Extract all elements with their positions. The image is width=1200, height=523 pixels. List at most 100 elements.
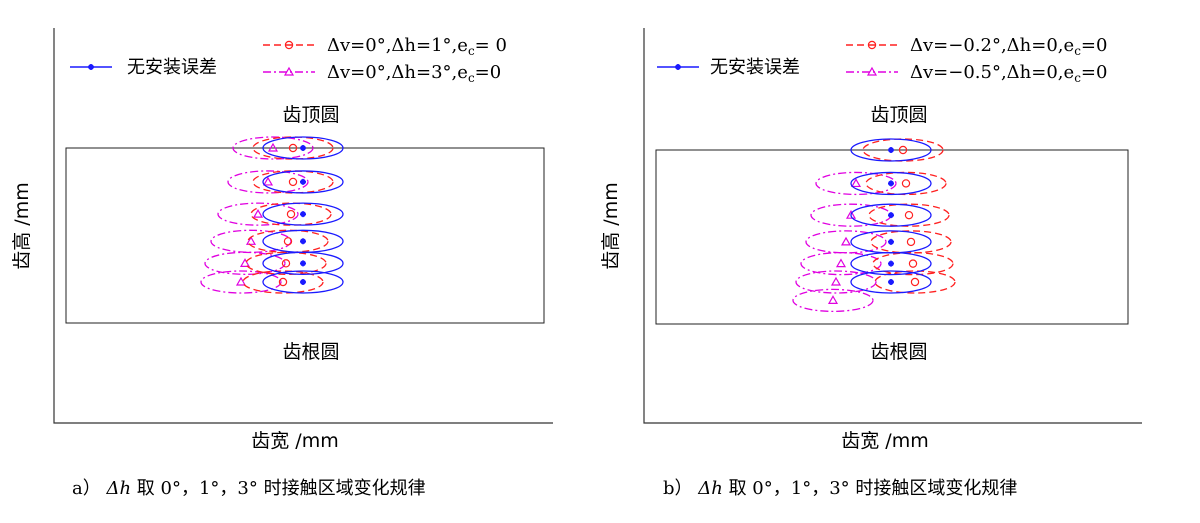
contact-point (235, 276, 247, 286)
contact-ellipse (232, 136, 314, 160)
tooth-outline-a (65, 147, 545, 324)
contact-ellipse (850, 171, 932, 196)
contact-point (262, 176, 274, 186)
contact-ellipse (868, 203, 950, 227)
contact-ellipse (252, 170, 334, 194)
contact-point (300, 260, 306, 267)
contact-ellipse (210, 229, 292, 253)
contact-point (281, 259, 291, 268)
contact-point (300, 178, 306, 185)
contact-point (827, 295, 839, 304)
contact-ellipse (800, 251, 882, 276)
contact-ellipse (247, 229, 329, 253)
contact-ellipse (792, 288, 874, 313)
contact-ellipse (262, 202, 344, 226)
series-b-2 (792, 171, 897, 313)
legend-entry-1-marker (284, 40, 294, 50)
contact-ellipse (850, 138, 932, 162)
contact-point (245, 236, 257, 245)
contact-point (300, 211, 306, 218)
x-axis-label: 齿宽 /mm (251, 430, 338, 452)
panel-b: 无安装误差 Δv=−0.2°,Δh=0,ec=0 Δv=−0.5°,Δh=0,ec=… (600, 28, 1142, 499)
contact-point (278, 277, 288, 287)
contact-ellipse (204, 251, 286, 275)
caption: a） Δh 取 0°，1°，3° 时接触区域变化规律 (72, 478, 426, 499)
contact-point (300, 145, 306, 151)
legend-entry-0-label: 无安装误差 (127, 57, 217, 78)
series-a-0 (262, 136, 344, 294)
contact-point (888, 238, 894, 245)
contact-point (830, 276, 842, 286)
contact-point (288, 143, 298, 153)
panel-a: 无安装误差 Δv=0°,Δh=1°,ec= 0 Δv=0°,Δh=3°,ec=0 齿顶… (11, 28, 553, 499)
annotation-bottom: 齿根圆 (282, 341, 339, 363)
contact-ellipse (262, 170, 344, 194)
legend-entry-2-label: Δv=−0.5°,Δh=0,ec=0 (910, 62, 1107, 85)
contact-point (288, 177, 298, 187)
y-axis-label: 齿高 /mm (11, 182, 33, 269)
contact-point (888, 260, 894, 267)
legend-entry-2-marker (866, 66, 878, 76)
legend-a: 无安装误差 Δv=0°,Δh=1°,ec= 0 Δv=0°,Δh=3°,ec=0 (70, 35, 507, 85)
series-b-0 (850, 138, 932, 294)
contact-point (300, 238, 306, 245)
annotation-top: 齿顶圆 (870, 104, 927, 126)
legend-entry-1-marker (867, 40, 877, 50)
legend-entry-0-marker (88, 64, 94, 70)
contact-point (239, 258, 251, 267)
contact-point (908, 259, 918, 268)
contact-ellipse (262, 251, 344, 275)
contact-ellipse (850, 270, 932, 294)
contact-point (300, 279, 306, 285)
contact-ellipse (250, 202, 332, 226)
contact-point (898, 145, 908, 155)
annotation-bottom: 齿根圆 (870, 341, 927, 363)
contact-point (283, 237, 293, 246)
y-axis-label: 齿高 /mm (600, 182, 622, 269)
contact-point (906, 237, 916, 247)
contact-ellipse (865, 171, 947, 196)
contact-ellipse (795, 270, 877, 294)
contact-point (850, 178, 862, 188)
contact-point (888, 212, 894, 219)
contact-ellipse (262, 136, 344, 160)
legend-entry-2-label: Δv=0°,Δh=3°,ec=0 (327, 62, 501, 85)
contact-ellipse (874, 270, 956, 294)
contact-ellipse (262, 270, 344, 294)
contact-ellipse (252, 136, 334, 160)
contact-ellipse (217, 202, 299, 226)
contact-point (910, 277, 920, 287)
contact-ellipse (227, 170, 309, 194)
legend-entry-2-marker (283, 66, 295, 76)
contact-ellipse (850, 251, 932, 276)
contact-ellipse (872, 251, 954, 276)
contact-point (888, 180, 894, 187)
contact-point (840, 236, 852, 246)
legend-entry-0-label: 无安装误差 (710, 57, 800, 78)
x-axis-label: 齿宽 /mm (841, 430, 928, 452)
legend-entry-1-label: Δv=0°,Δh=1°,ec= 0 (327, 35, 507, 58)
contact-ellipse (200, 270, 282, 294)
contact-ellipse (242, 270, 324, 294)
contact-point (835, 258, 847, 268)
series-a-1 (242, 136, 334, 294)
contact-ellipse (245, 251, 327, 275)
contact-point (286, 209, 296, 219)
contact-point (901, 179, 911, 188)
axes-a (53, 28, 553, 424)
contact-ellipse (850, 203, 932, 227)
legend-b: 无安装误差 Δv=−0.2°,Δh=0,ec=0 Δv=−0.5°,Δh=0,ec=… (657, 35, 1107, 85)
contact-point (888, 147, 894, 153)
series-a-2 (200, 136, 314, 294)
contact-ellipse (862, 138, 944, 162)
contact-point (904, 210, 914, 220)
contact-point (845, 209, 857, 219)
annotation-top: 齿顶圆 (282, 104, 339, 126)
contact-point (888, 279, 894, 285)
contact-ellipse (870, 230, 952, 254)
contact-ellipse (805, 230, 887, 254)
axes-b (643, 28, 1142, 424)
legend-entry-1-label: Δv=−0.2°,Δh=0,ec=0 (910, 35, 1107, 58)
contact-point (252, 208, 264, 218)
